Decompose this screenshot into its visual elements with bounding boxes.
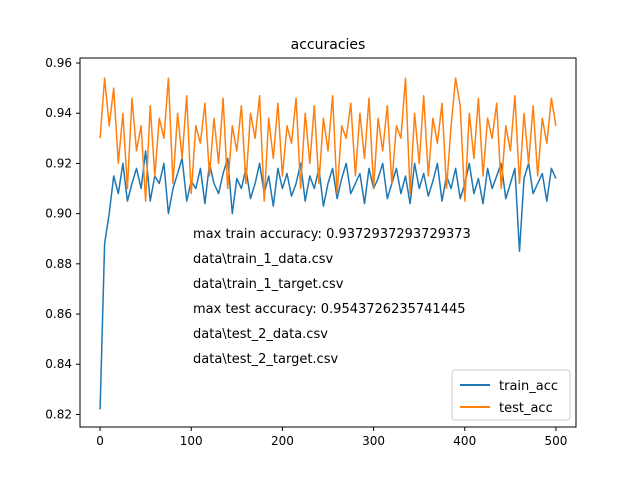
legend: train_acc test_acc [451,369,571,421]
y-tick-label: 0.84 [45,357,72,371]
annotation-max-train: max train accuracy: 0.9372937293729373 [193,227,471,242]
series-line-train_acc [99,150,557,410]
x-tick-label: 100 [180,434,203,448]
x-axis: 0 100 200 300 400 500 [96,427,567,448]
series-line-test_acc [99,77,557,202]
annotation-train-target: data\train_1_target.csv [193,277,344,292]
x-tick-label: 0 [96,434,104,448]
x-tick-label: 500 [544,434,567,448]
plot-area [79,57,577,428]
chart-title: accuracies [291,37,366,53]
axes-frame [79,57,577,428]
annotation-test-data: data\test_2_data.csv [193,327,328,342]
y-tick-label: 0.96 [45,56,72,70]
series-layer [99,77,557,410]
y-tick-label: 0.90 [45,207,72,221]
y-tick-label: 0.82 [45,407,72,421]
legend-label-train: train_acc [499,379,558,394]
y-tick-label: 0.88 [45,257,72,271]
y-axis: 0.82 0.84 0.86 0.88 0.90 0.92 0.94 0.96 [45,56,80,421]
annotations: max train accuracy: 0.9372937293729373 d… [193,227,471,367]
annotation-test-target: data\test_2_target.csv [193,352,338,367]
y-tick-label: 0.92 [45,156,72,170]
x-tick-label: 300 [362,434,385,448]
y-tick-label: 0.86 [45,307,72,321]
annotation-max-test: max test accuracy: 0.9543726235741445 [193,302,466,317]
legend-label-test: test_acc [499,401,553,416]
x-tick-label: 200 [271,434,294,448]
y-tick-label: 0.94 [45,106,72,120]
annotation-train-data: data\train_1_data.csv [193,252,334,267]
x-tick-label: 400 [453,434,476,448]
